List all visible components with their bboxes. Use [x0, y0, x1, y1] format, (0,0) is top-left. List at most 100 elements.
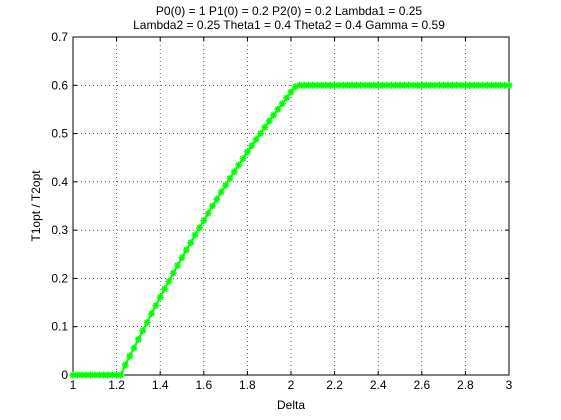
data-point: [248, 142, 256, 150]
data-point: [335, 81, 343, 89]
data-point: [291, 83, 299, 91]
data-point: [252, 135, 260, 143]
data-point: [309, 81, 317, 89]
data-point: [108, 371, 116, 379]
data-point: [348, 81, 356, 89]
data-point: [479, 81, 487, 89]
data-point: [318, 81, 326, 89]
data-point: [113, 371, 121, 379]
data-point: [274, 105, 282, 113]
data-point: [304, 81, 312, 89]
data-point: [209, 202, 217, 210]
data-point: [300, 81, 308, 89]
x-tick-label: 2: [288, 378, 295, 392]
data-point: [435, 81, 443, 89]
data-point: [152, 301, 160, 309]
data-point: [256, 130, 264, 138]
data-point: [222, 181, 230, 189]
data-point: [178, 254, 186, 262]
data-point: [243, 148, 251, 156]
data-point: [400, 81, 408, 89]
data-point: [339, 81, 347, 89]
data-point: [78, 371, 86, 379]
y-axis-label: T1opt / T2opt: [29, 170, 43, 242]
data-point: [165, 277, 173, 285]
x-tick-label: 2.6: [413, 378, 430, 392]
data-point: [374, 81, 382, 89]
data-point: [187, 239, 195, 247]
data-point: [387, 81, 395, 89]
y-tick-labels: 0 0.1 0.2 0.3 0.4 0.5 0.6 0.7: [51, 30, 68, 382]
data-point: [182, 246, 190, 254]
data-point: [357, 81, 365, 89]
data-point: [488, 81, 496, 89]
data-point: [431, 81, 439, 89]
data-point: [104, 371, 112, 379]
data-point: [440, 81, 448, 89]
data-point: [239, 155, 247, 163]
data-point: [361, 81, 369, 89]
data-point: [501, 81, 509, 89]
data-point: [283, 94, 291, 102]
series: [69, 81, 513, 379]
data-point: [265, 117, 273, 125]
y-tick-label: 0.1: [51, 320, 68, 334]
data-point: [73, 371, 81, 379]
y-tick-label: 0.5: [51, 127, 68, 141]
data-point: [365, 81, 373, 89]
plot-area: [69, 36, 513, 379]
data-point: [270, 111, 278, 119]
y-tick-label: 0.4: [51, 175, 68, 189]
data-point: [444, 81, 452, 89]
data-point: [213, 195, 221, 203]
data-point: [86, 371, 94, 379]
data-point: [405, 81, 413, 89]
data-point: [69, 371, 77, 379]
data-point: [453, 81, 461, 89]
data-point: [474, 81, 482, 89]
data-point: [200, 216, 208, 224]
x-tick-label: 2.2: [326, 378, 343, 392]
x-tick-labels: 1 1.2 1.4 1.6 1.8 2 2.2 2.4 2.6 2.8 3: [70, 378, 513, 392]
x-axis-label: Delta: [277, 398, 305, 412]
data-point: [204, 209, 212, 217]
data-point: [235, 161, 243, 169]
y-tick-label: 0.3: [51, 223, 68, 237]
data-point: [413, 81, 421, 89]
data-series: [69, 81, 513, 379]
chart-title-line-1: P0(0) = 1 P1(0) = 0.2 P2(0) = 0.2 Lambda…: [156, 4, 422, 18]
data-point: [100, 371, 108, 379]
data-point: [396, 81, 404, 89]
y-tick-label: 0.7: [51, 30, 68, 44]
data-point: [278, 100, 286, 108]
data-point: [505, 81, 513, 89]
y-tick-label: 0.2: [51, 271, 68, 285]
data-point: [483, 81, 491, 89]
data-point: [130, 344, 138, 352]
data-point: [326, 81, 334, 89]
data-point: [313, 81, 321, 89]
data-point: [91, 371, 99, 379]
data-point: [191, 231, 199, 239]
x-tick-label: 1.4: [152, 378, 169, 392]
data-point: [379, 81, 387, 89]
data-point: [322, 81, 330, 89]
data-point: [161, 285, 169, 293]
x-tick-label: 1: [70, 378, 77, 392]
x-tick-label: 3: [506, 378, 513, 392]
data-point: [195, 224, 203, 232]
data-point: [174, 261, 182, 269]
data-point: [287, 88, 295, 96]
data-point: [134, 335, 142, 343]
data-point: [143, 318, 151, 326]
data-point: [461, 81, 469, 89]
data-point: [296, 81, 304, 89]
data-point: [492, 81, 500, 89]
data-point: [82, 371, 90, 379]
data-point: [496, 81, 504, 89]
y-tick-label: 0: [61, 368, 68, 382]
data-point: [370, 81, 378, 89]
data-point: [230, 168, 238, 176]
x-tick-label: 1.6: [195, 378, 212, 392]
